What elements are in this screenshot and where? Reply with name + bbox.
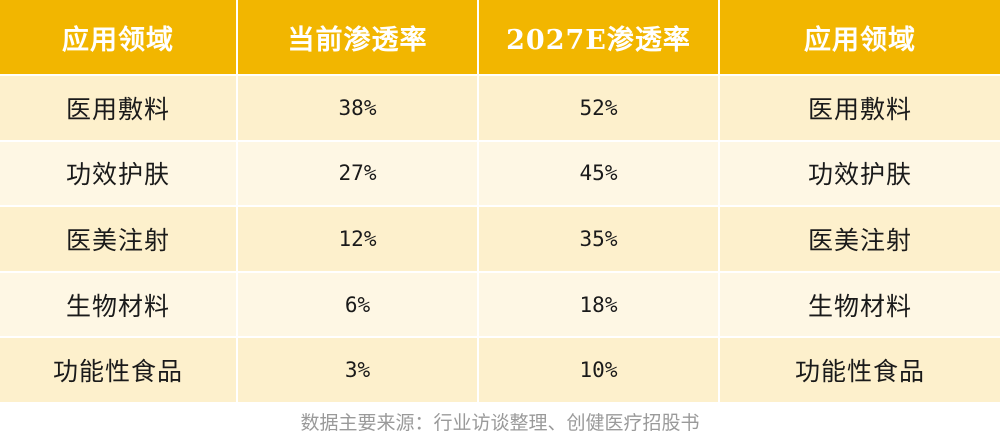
cell-area: 生物材料 — [0, 270, 238, 337]
cell-area: 功能性食品 — [0, 336, 238, 402]
cell-2027e-rate: 35% — [479, 205, 720, 271]
cell-area-repeat: 医美注射 — [720, 205, 1000, 271]
cell-area-repeat: 医用敷料 — [720, 74, 1000, 140]
cell-2027e-rate: 18% — [479, 270, 720, 337]
cell-2027e-rate: 52% — [479, 74, 720, 140]
cell-area: 医用敷料 — [0, 74, 238, 140]
header-application-area-repeat: 应用领域 — [720, 0, 1000, 74]
cell-area-repeat: 生物材料 — [720, 270, 1000, 337]
source-note: 数据主要来源：行业访谈整理、创健医疗招股书 — [300, 412, 700, 434]
cell-area: 医美注射 — [0, 205, 238, 271]
table-header-row: 应用领域 当前渗透率 2027E渗透率 应用领域 — [0, 0, 1000, 74]
cell-current-rate: 38% — [238, 74, 479, 140]
table-row: 功能性食品 3% 10% 功能性食品 — [0, 336, 1000, 402]
header-current-penetration: 当前渗透率 — [238, 0, 479, 74]
table-row: 医用敷料 38% 52% 医用敷料 — [0, 74, 1000, 140]
table-row: 医美注射 12% 35% 医美注射 — [0, 205, 1000, 271]
table-row: 生物材料 6% 18% 生物材料 — [0, 270, 1000, 337]
cell-2027e-rate: 45% — [479, 139, 720, 206]
header-2027e-penetration: 2027E渗透率 — [479, 0, 720, 74]
cell-current-rate: 12% — [238, 205, 479, 271]
cell-current-rate: 6% — [238, 270, 479, 337]
cell-current-rate: 27% — [238, 139, 479, 206]
cell-current-rate: 3% — [238, 336, 479, 402]
cell-area-repeat: 功能性食品 — [720, 336, 1000, 402]
penetration-table: 应用领域 当前渗透率 2027E渗透率 应用领域 医用敷料 38% 52% 医用… — [0, 0, 1000, 402]
table-row: 功效护肤 27% 45% 功效护肤 — [0, 139, 1000, 206]
cell-2027e-rate: 10% — [479, 336, 720, 402]
cell-area-repeat: 功效护肤 — [720, 139, 1000, 206]
header-application-area: 应用领域 — [0, 0, 238, 74]
cell-area: 功效护肤 — [0, 139, 238, 206]
